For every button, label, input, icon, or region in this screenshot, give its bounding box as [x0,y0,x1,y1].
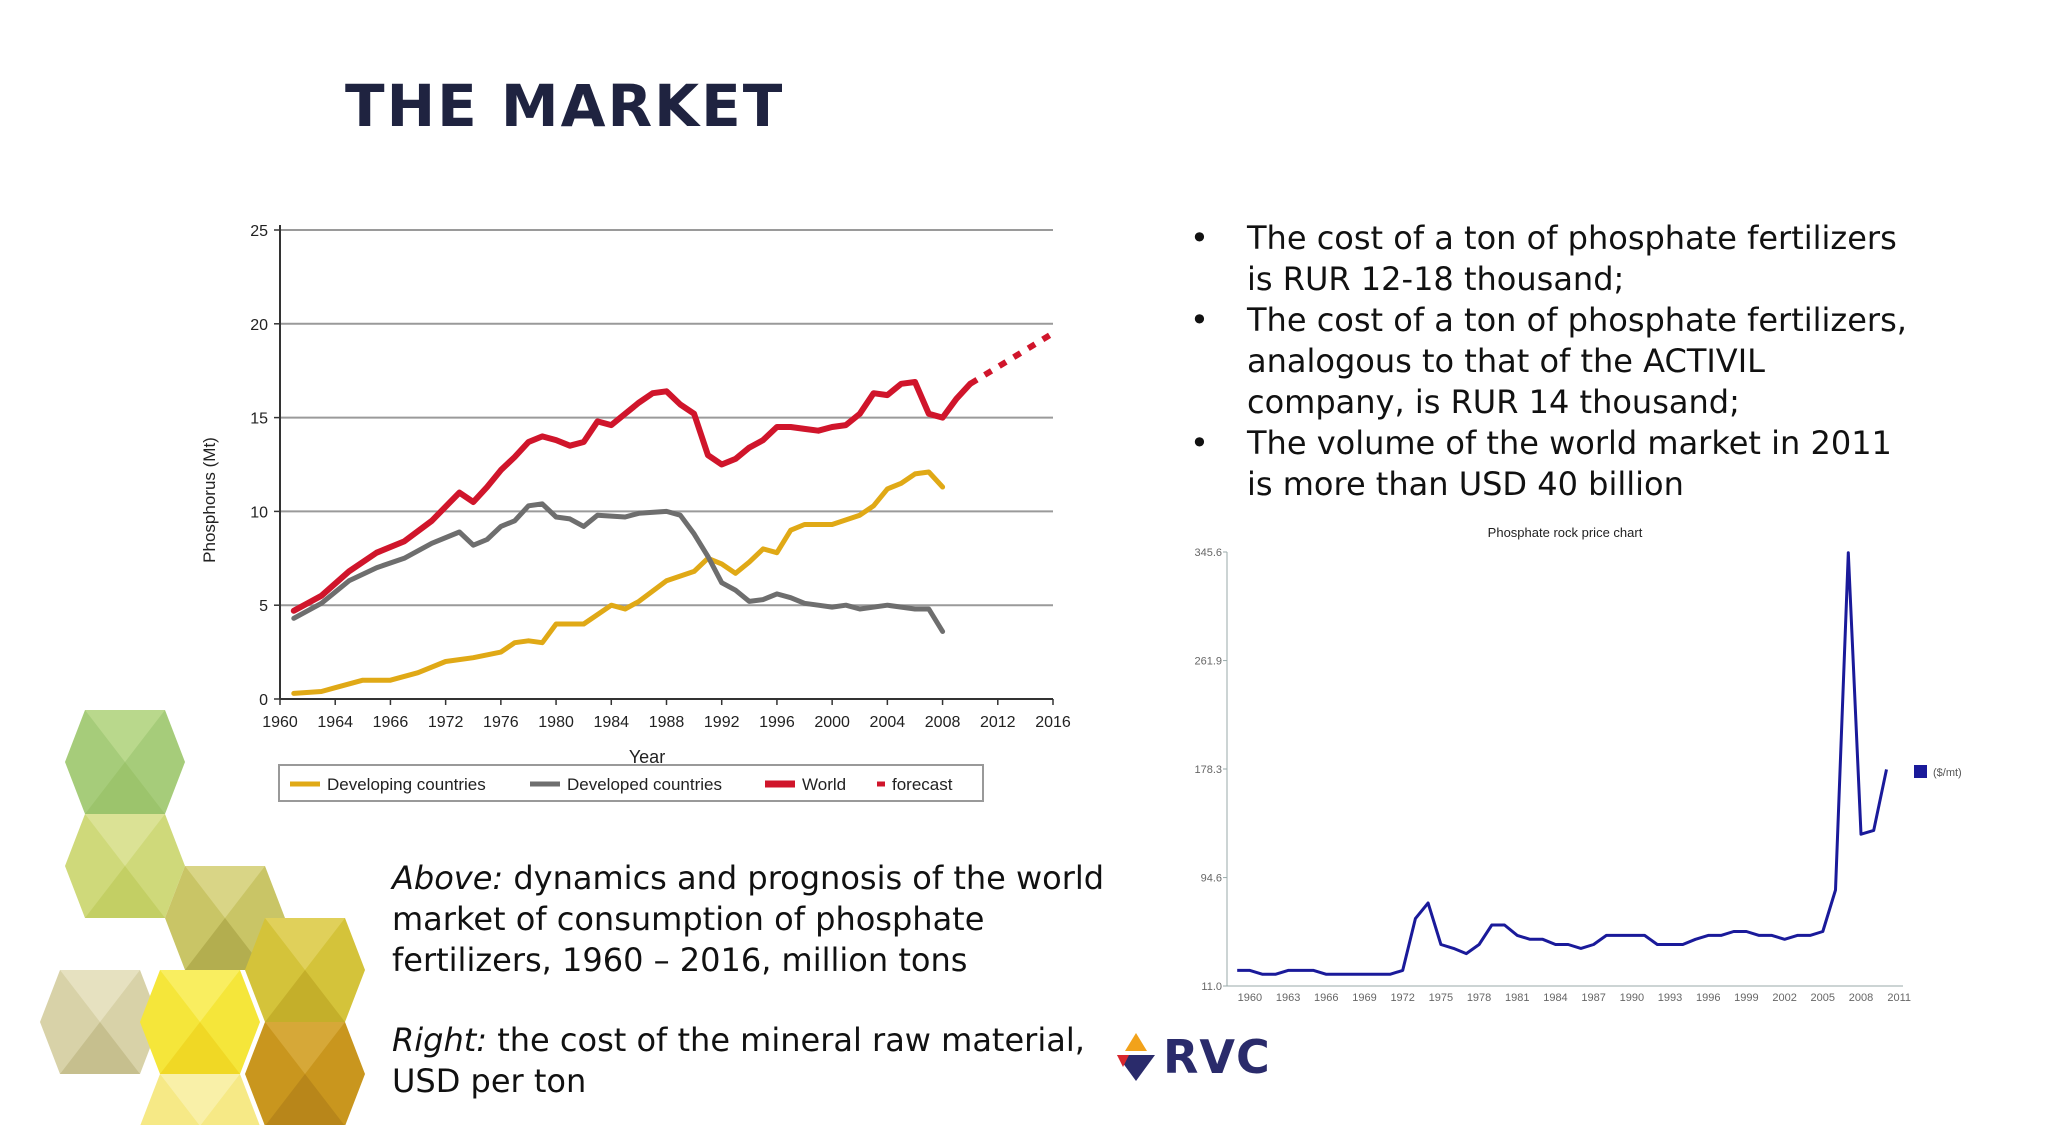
caption-right: Right: the cost of the mineral raw mater… [392,1021,1085,1100]
chart-legend: Developing countries Developed countries W… [278,764,984,802]
bullet-list: • The cost of a ton of phosphate fertiliz… [1188,218,1908,505]
caption-above: Above: dynamics and prognosis of the wor… [392,859,1105,979]
y-tick-label: 94.6 [1201,873,1222,885]
phosphorus-consumption-chart: 0 5 10 15 20 25 1960 1964 1966 1972 1976 1980 1984 1… [200,223,1071,802]
legend-label: World [802,775,846,794]
x-tick-label: 1984 [1543,992,1567,1004]
series-line-developing-countries [291,469,946,696]
x-tick-label: 1964 [317,714,353,731]
x-tick-label: 1975 [1429,992,1453,1004]
hexagon-decoration [40,710,365,1125]
x-tick-label: 2011 [1887,992,1911,1004]
x-tick-label: 1966 [1314,992,1338,1004]
x-tick-label: 1993 [1658,992,1682,1004]
x-tick-label: 1984 [593,714,629,731]
x-tick-label: 2002 [1772,992,1796,1004]
y-tick-label: 11.0 [1201,981,1222,993]
x-tick-label: 2016 [1035,714,1071,731]
x-tick-label: 1981 [1505,992,1529,1004]
page-title: THE MARKET [345,72,785,140]
phosphate-rock-price-chart: Phosphate rock price chart 11.0 94.6 178.3… [1194,525,1962,1004]
y-tick-label: 0 [259,692,268,709]
y-tick-label: 178.3 [1194,764,1222,776]
legend-label: Developing countries [327,775,486,794]
x-tick-label: 2008 [1849,992,1873,1004]
x-tick-label: 2004 [870,714,906,731]
y-tick-label: 20 [250,317,268,334]
x-tick-label: 2005 [1811,992,1835,1004]
bullet-item: • The cost of a ton of phosphate fertiliz… [1190,219,1897,298]
rvc-logo: RVC [1115,1030,1271,1084]
x-tick-label: 1996 [759,714,795,731]
chart-title: Phosphate rock price chart [1488,525,1643,540]
series-line-forecast [968,330,1055,387]
hexagon-gold [245,1022,365,1125]
rvc-logo-mark [1117,1033,1155,1081]
x-tick-label: 1972 [428,714,464,731]
x-tick-label: 1999 [1734,992,1758,1004]
x-tick-label: 1987 [1581,992,1605,1004]
chart-legend: ($/mt) [1914,765,1962,779]
x-tick-label: 1980 [538,714,574,731]
x-tick-label: 1969 [1352,992,1376,1004]
series-line-world [290,379,974,614]
y-tick-label: 25 [250,223,268,240]
hexagon-green [65,710,185,814]
legend-box [278,764,984,802]
y-tick-label: 345.6 [1194,547,1222,559]
bullet-item: • The volume of the world market in 2011 … [1190,424,1892,503]
x-tick-label: 1990 [1620,992,1644,1004]
x-tick-label: 1963 [1276,992,1300,1004]
x-tick-label: 2000 [814,714,850,731]
x-tick-label: 2012 [980,714,1016,731]
x-tick-label: 1992 [704,714,740,731]
hexagon-yellow [140,970,260,1074]
x-tick-label: 1966 [373,714,409,731]
hexagon-pale-yellow [140,1074,260,1125]
x-tick-label: 1996 [1696,992,1720,1004]
x-axis-label: Year [629,747,665,767]
x-tick-label: 1960 [1238,992,1262,1004]
y-tick-label: 10 [250,504,268,521]
legend-label: Developed countries [567,775,722,794]
y-tick-label: 15 [250,411,268,428]
x-tick-label: 1978 [1467,992,1491,1004]
x-tick-label: 1976 [483,714,519,731]
x-tick-label: 2008 [925,714,961,731]
hexagon-olive [245,918,365,1022]
y-tick-label: 5 [259,598,268,615]
y-axis-label: Phosphorus (Mt) [200,437,219,563]
x-tick-label: 1972 [1390,992,1414,1004]
legend-label: ($/mt) [1933,767,1962,779]
legend-swatch [1914,765,1927,778]
x-tick-label: 1988 [649,714,685,731]
y-tick-label: 261.9 [1194,656,1222,668]
series-line-developed-countries [291,501,946,634]
hexagon-lime [65,814,185,918]
logo-text: RVC [1163,1030,1271,1084]
series-line-price [1237,551,1888,976]
hexagon-beige [40,970,160,1074]
bullet-item: • The cost of a ton of phosphate fertiliz… [1190,301,1907,421]
legend-label: forecast [892,775,953,794]
x-tick-label: 1960 [262,714,298,731]
